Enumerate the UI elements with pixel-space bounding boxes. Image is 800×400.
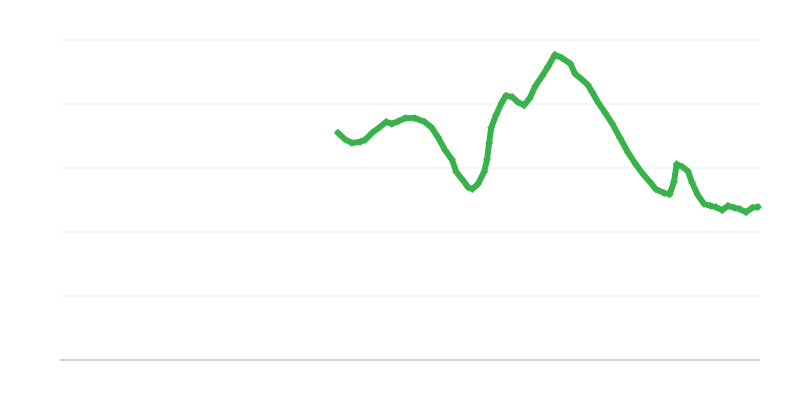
data-point (487, 123, 496, 132)
data-point (672, 160, 681, 169)
data-point (730, 203, 739, 212)
data-point (723, 201, 732, 210)
data-point (718, 206, 727, 215)
data-point (543, 62, 552, 71)
data-point (473, 180, 482, 188)
data-point (583, 80, 592, 89)
data-point (434, 133, 442, 142)
data-point (420, 117, 429, 126)
data-point (427, 123, 436, 132)
data-point (513, 98, 522, 107)
data-point (748, 203, 757, 212)
data-point (688, 178, 697, 187)
data-point (531, 82, 540, 91)
data-point (347, 139, 356, 148)
data-point (742, 208, 750, 217)
data-point (485, 139, 494, 148)
data-point (387, 119, 396, 128)
data-point (497, 98, 506, 107)
data-point (601, 108, 610, 117)
data-point (669, 178, 678, 187)
data-point (508, 92, 517, 101)
data-point (623, 148, 632, 156)
data-point (608, 119, 617, 128)
data-point (501, 91, 510, 100)
data-point (394, 117, 403, 126)
data-point (361, 135, 370, 144)
data-point (538, 71, 547, 80)
data-point (646, 178, 655, 187)
data-point (525, 94, 534, 103)
data-point (340, 135, 349, 144)
data-point (452, 167, 461, 176)
data-point (706, 201, 715, 210)
data-point (616, 133, 624, 142)
data-point (660, 188, 669, 197)
data-point (441, 146, 449, 155)
data-point (550, 50, 559, 59)
data-point (678, 162, 687, 171)
data-point (711, 203, 720, 212)
data-point (735, 204, 744, 213)
series-line (334, 51, 761, 216)
data-point (578, 75, 587, 84)
data-point (368, 128, 377, 137)
data-point (401, 114, 410, 123)
data-point (588, 87, 596, 96)
data-point (639, 171, 648, 180)
data-point (571, 69, 580, 78)
data-point (492, 110, 501, 119)
data-point (457, 174, 466, 183)
data-point (375, 123, 384, 132)
data-point (557, 53, 566, 62)
data-point (480, 167, 489, 176)
data-point (410, 114, 419, 123)
data-point (651, 185, 660, 194)
data-point (665, 190, 674, 199)
data-point (753, 203, 762, 212)
data-point (483, 155, 491, 164)
data-point (683, 167, 692, 176)
data-point (632, 160, 641, 169)
data-point (520, 101, 529, 110)
data-point (448, 155, 456, 164)
data-point (468, 185, 477, 194)
data-point (594, 98, 603, 107)
data-point (566, 59, 575, 68)
data-point (693, 190, 702, 199)
data-point (700, 199, 708, 208)
data-point (333, 128, 342, 137)
